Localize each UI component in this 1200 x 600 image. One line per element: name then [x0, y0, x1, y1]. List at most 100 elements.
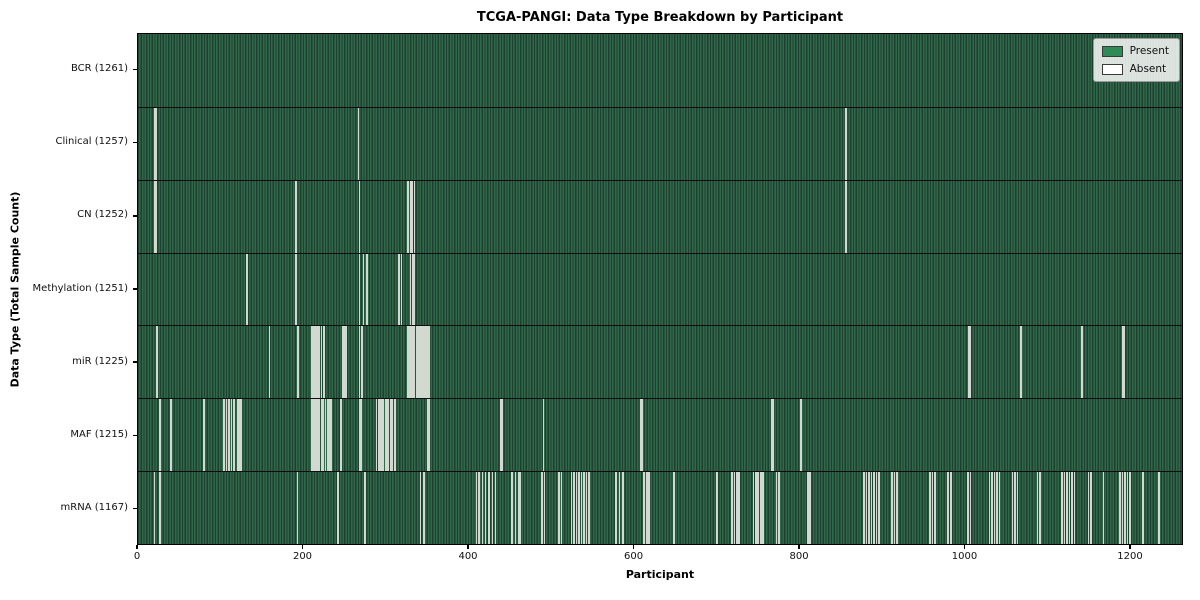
absent-line [357, 107, 360, 180]
absent-line [409, 180, 412, 253]
absent-line [491, 472, 494, 544]
absent-line [585, 472, 588, 544]
absent-line [315, 399, 318, 472]
absent-line [488, 472, 490, 544]
absent-line [775, 472, 778, 544]
absent-line [294, 253, 297, 326]
present-swatch-icon [1101, 45, 1123, 57]
x-tick-mark [301, 545, 304, 549]
absent-line [1071, 472, 1073, 544]
legend-label-present: Present [1129, 45, 1169, 57]
absent-line [246, 253, 248, 326]
absent-line [155, 180, 157, 253]
absent-line [541, 472, 543, 544]
x-tick-label-1000: 1000 [951, 551, 978, 562]
absent-line [223, 399, 225, 472]
absent-line [1011, 472, 1014, 544]
absent-line [328, 399, 331, 472]
absent-line [1129, 472, 1131, 544]
absent-line [313, 399, 316, 472]
absent-line [407, 180, 409, 253]
y-tick-label-methylation: Methylation (1251) [32, 282, 128, 294]
absent-line [738, 472, 741, 544]
absent-line [501, 399, 503, 472]
absent-line [762, 472, 764, 544]
absent-line [324, 399, 327, 472]
absent-line [1142, 472, 1144, 544]
absent-line [1090, 472, 1092, 544]
x-tick-label-1200: 1200 [1117, 551, 1143, 562]
legend: Present Absent [1092, 38, 1180, 82]
absent-line [407, 326, 409, 399]
x-tick-mark [467, 545, 469, 549]
absent-line [340, 399, 342, 472]
absent-line [615, 472, 617, 544]
absent-line [400, 253, 403, 326]
legend-label-absent: Absent [1129, 63, 1167, 75]
absent-line [1124, 472, 1126, 544]
y-tick-label-cn: CN (1252) [77, 209, 128, 221]
absent-line [422, 326, 424, 399]
absent-line [428, 326, 431, 399]
absent-line [379, 399, 381, 472]
absent-line [542, 399, 545, 472]
absent-line [988, 472, 991, 544]
absent-line [155, 107, 157, 180]
absent-line [322, 399, 324, 472]
heatmap-row-mrna [138, 471, 1182, 544]
absent-line [1061, 472, 1063, 544]
absent-line [268, 326, 271, 399]
absent-line [733, 472, 736, 544]
absent-line [560, 472, 563, 544]
absent-line [570, 472, 573, 544]
heatmap-row-cn [138, 179, 1182, 253]
absent-line [330, 399, 333, 472]
absent-line [159, 399, 162, 472]
absent-line [170, 399, 172, 472]
absent-line [998, 472, 1001, 544]
absent-line [968, 326, 970, 399]
absent-line [412, 253, 414, 326]
absent-line [641, 399, 644, 472]
heatmap-row-bcr [138, 34, 1182, 107]
absent-line [511, 472, 513, 544]
absent-line [320, 326, 323, 399]
absent-line [413, 253, 416, 326]
absent-line [484, 472, 487, 544]
absent-line [375, 399, 378, 472]
absent-line [991, 472, 993, 544]
absent-line [967, 472, 969, 544]
absent-line [929, 472, 931, 544]
absent-line [413, 326, 416, 399]
absent-line [153, 472, 156, 544]
absent-line [427, 326, 429, 399]
absent-line [588, 472, 590, 544]
x-tick-label-800: 800 [789, 551, 809, 562]
absent-line [415, 326, 418, 399]
absent-swatch-icon [1101, 63, 1123, 75]
absent-line [809, 472, 812, 544]
absent-line [1121, 326, 1124, 399]
absent-line [358, 399, 361, 472]
absent-line [645, 472, 648, 544]
absent-line [845, 180, 847, 253]
absent-line [896, 472, 898, 544]
absent-line [419, 472, 422, 544]
absent-line [365, 253, 368, 326]
absent-line [418, 326, 421, 399]
absent-line [420, 326, 423, 399]
absent-line [230, 399, 233, 472]
absent-line [377, 399, 380, 472]
absent-line [643, 472, 646, 544]
absent-line [517, 472, 520, 544]
absent-line [323, 326, 325, 399]
absent-line [423, 326, 426, 399]
x-tick-mark [1129, 545, 1131, 549]
y-tick-mark [133, 215, 137, 217]
absent-line [225, 399, 228, 472]
y-tick-mark [133, 68, 137, 71]
absent-line [312, 326, 314, 399]
absent-line [1081, 326, 1083, 399]
absent-line [228, 399, 230, 472]
